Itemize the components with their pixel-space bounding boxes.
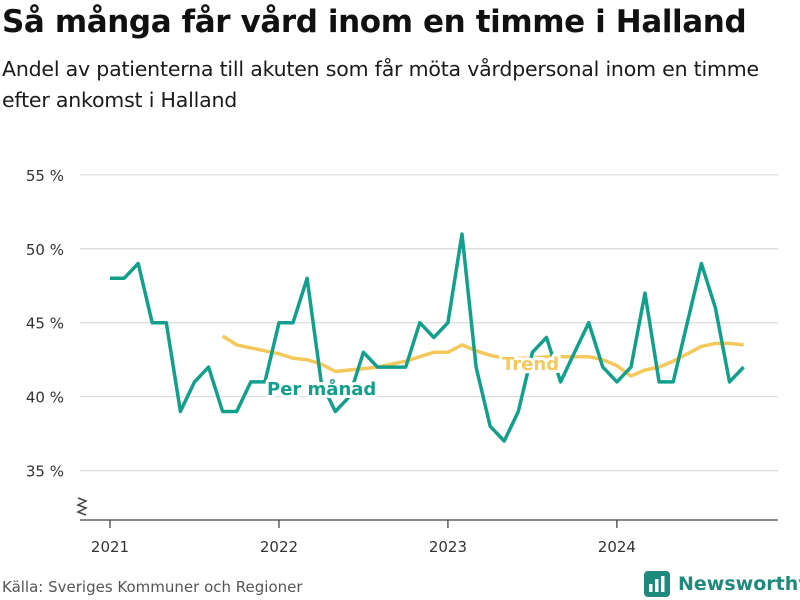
y-tick-label: 55 % <box>26 167 64 185</box>
newsworthy-logo: Newsworthy <box>644 570 800 598</box>
series-line-trend <box>221 334 744 378</box>
series-label-trend: Trend <box>502 354 559 375</box>
chart-subtitle: Andel av patienterna till akuten som får… <box>2 57 759 112</box>
y-tick-label: 35 % <box>26 463 64 481</box>
x-tick-label: 2021 <box>91 538 129 556</box>
x-tick-label: 2022 <box>260 538 298 556</box>
series-label-halo: Per månad <box>267 378 376 400</box>
x-axis: 2021 2022 2023 2024 <box>76 497 778 556</box>
series-line-monthly <box>110 232 745 443</box>
bar-chart-icon <box>644 571 670 597</box>
series-lines <box>109 232 745 443</box>
chart-title: Så många får vård inom en timme i Hallan… <box>2 4 747 40</box>
axis-break-mark <box>76 497 88 516</box>
source-note: Källa: Sveriges Kommuner och Regioner <box>2 578 303 596</box>
grid-lines: 35 % 40 % 45 % 50 % 55 % <box>26 167 778 481</box>
y-tick-label: 40 % <box>26 389 64 407</box>
x-tick-label: 2024 <box>598 538 636 556</box>
y-tick-label: 45 % <box>26 315 64 333</box>
series-label-monthly: Per månad <box>267 378 376 400</box>
x-tick-label: 2023 <box>429 538 467 556</box>
line-chart: 35 % 40 % 45 % 50 % 55 % 2021 2022 2023 2024 Pe… <box>26 167 778 556</box>
series-label-halo: Trend <box>502 354 559 375</box>
brand-name: Newsworthy <box>678 573 800 595</box>
y-tick-label: 50 % <box>26 241 64 259</box>
